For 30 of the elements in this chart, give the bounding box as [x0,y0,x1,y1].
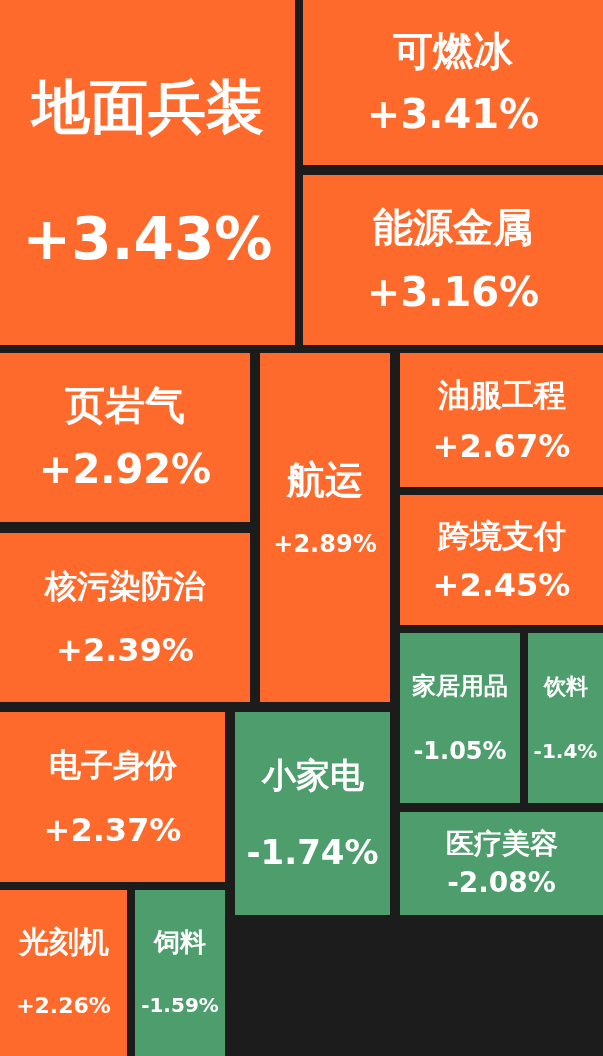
data-label: -1.4% [533,739,598,763]
category-label: 电子身份 [48,746,178,785]
category-label: 油服工程 [436,375,566,414]
data-label: +3.16% [366,269,540,315]
data-label: +3.43% [22,204,273,273]
data-label: -1.05% [413,737,507,765]
category-label: 饮料 [542,674,588,700]
category-label: 家居用品 [411,672,508,701]
data-label: +2.89% [273,529,377,558]
category-label: 医疗美容 [445,826,558,860]
category-label: 能源金属 [373,204,533,251]
data-label: -2.08% [447,866,556,900]
data-label: +2.37% [43,811,182,849]
category-label: 跨境支付 [436,516,566,555]
data-label: +3.41% [366,90,540,137]
category-label: 可燃冰 [392,27,514,74]
data-label: -1.59% [141,993,219,1018]
category-label: 地面兵装 [29,73,264,142]
category-label: 核污染防治 [44,567,206,606]
data-label: +2.67% [432,426,571,465]
data-label: -1.74% [246,832,379,873]
category-label: 页岩气 [64,382,185,429]
category-label: 饲料 [153,927,206,958]
category-label: 光刻机 [16,924,109,960]
data-label: +2.39% [56,631,194,670]
data-label: +2.26% [16,993,111,1019]
category-label: 航运 [286,458,363,503]
data-label: +2.45% [432,566,571,604]
data-label: +2.92% [38,446,212,493]
category-label: 小家电 [260,754,365,795]
